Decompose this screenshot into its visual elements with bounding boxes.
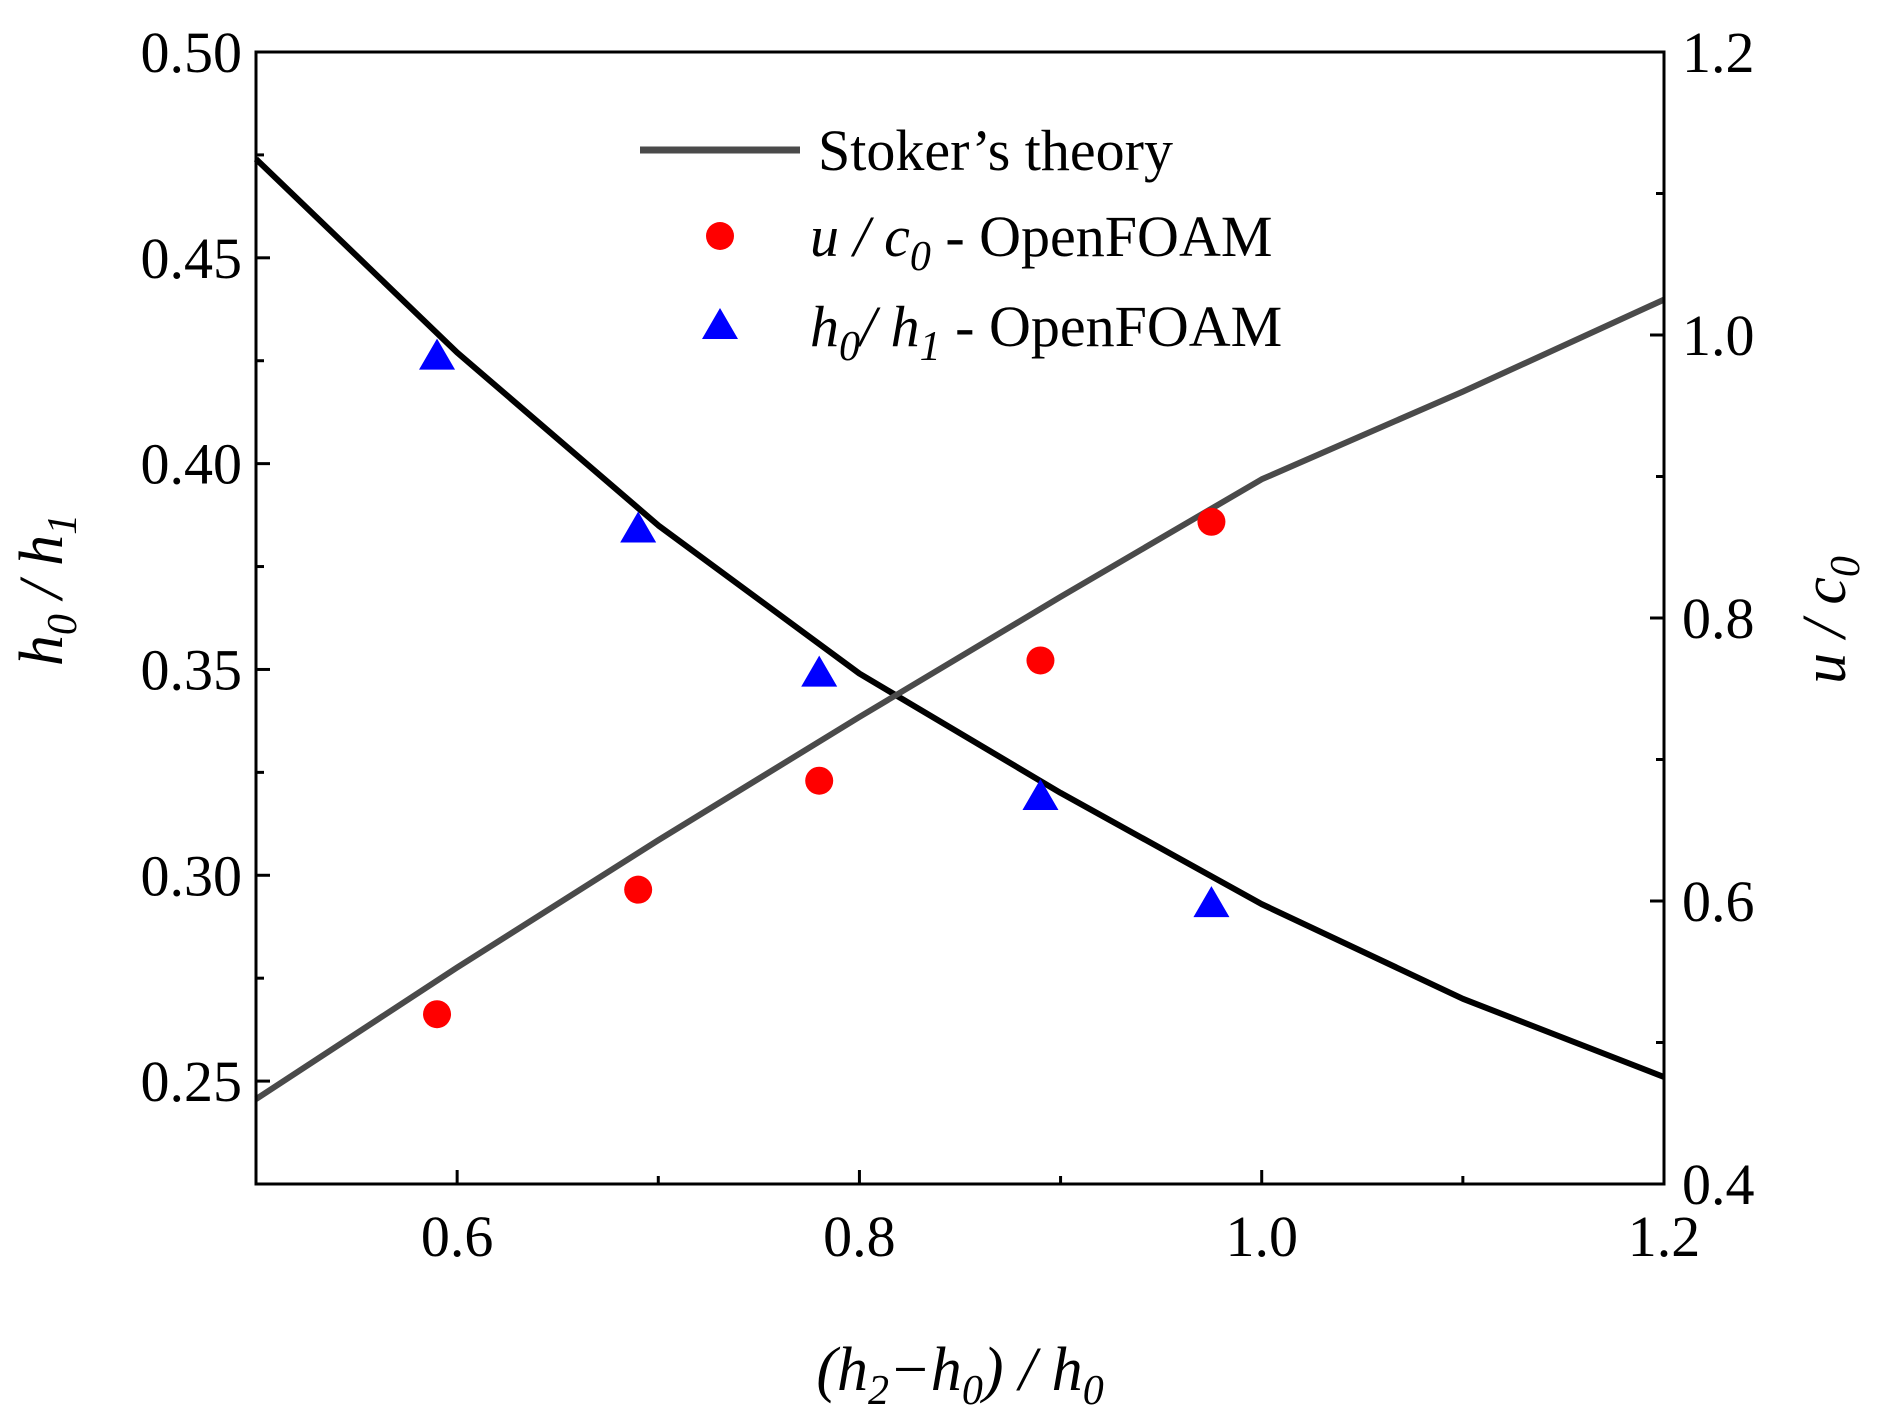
legend: Stoker’s theory u / c0 - OpenFOAM h0/ h1… xyxy=(640,118,1282,370)
plot-frame xyxy=(254,50,1666,1186)
y-left-tick-label-0.35: 0.35 xyxy=(141,637,243,702)
point-uc0-1 xyxy=(624,875,653,904)
y-axis-right-title: u / c0 xyxy=(1791,556,1869,684)
point-h0h1-2 xyxy=(801,655,838,687)
y-right-tick-label-1.0: 1.0 xyxy=(1682,303,1755,368)
x-tick-label-1.0: 1.0 xyxy=(1225,1204,1298,1269)
plot-area xyxy=(253,156,1666,1102)
point-h0h1-0 xyxy=(419,338,456,370)
x-tick-label-0.8: 0.8 xyxy=(823,1204,896,1269)
point-uc0-0 xyxy=(423,1000,452,1029)
y-left-tick-label-0.25: 0.25 xyxy=(141,1049,243,1114)
y-left-tick-label-0.30: 0.30 xyxy=(141,843,243,908)
y-right-tick-label-0.8: 0.8 xyxy=(1682,586,1755,651)
legend-marker-circle xyxy=(706,222,734,250)
y-right-tick-label-0.4: 0.4 xyxy=(1682,1152,1755,1217)
x-tick-label-0.6: 0.6 xyxy=(421,1204,494,1269)
legend-label-uc0: u / c0 - OpenFOAM xyxy=(810,204,1272,280)
y-left-tick-label-0.45: 0.45 xyxy=(141,226,243,291)
y-right-tick-label-1.2: 1.2 xyxy=(1682,20,1755,85)
point-uc0-3 xyxy=(1026,646,1055,675)
y-right-tick-label-0.6: 0.6 xyxy=(1682,869,1755,934)
point-h0h1-4 xyxy=(1193,886,1230,918)
legend-marker-triangle xyxy=(702,308,738,339)
point-uc0-4 xyxy=(1197,507,1226,536)
legend-label-theory: Stoker’s theory xyxy=(818,118,1173,183)
axis-ticks: 0.6 0.8 1.0 1.2 0.25 0.30 0.35 0.40 0.45 0.50 0.4 0… xyxy=(141,20,1755,1269)
legend-label-h0h1: h0/ h1 - OpenFOAM xyxy=(810,294,1282,370)
point-h0h1-3 xyxy=(1022,779,1059,811)
series-line-theory-uc0 xyxy=(254,296,1666,1102)
y-left-tick-label-0.50: 0.50 xyxy=(141,20,243,85)
point-uc0-2 xyxy=(805,766,834,795)
series-line-theory-h0h1 xyxy=(253,156,1666,1080)
point-h0h1-1 xyxy=(620,511,657,543)
y-left-tick-label-0.40: 0.40 xyxy=(141,432,243,497)
x-tick-label-1.2: 1.2 xyxy=(1628,1204,1701,1269)
y-axis-left-title: h0 / h1 xyxy=(8,514,86,666)
x-axis-title: (h2−h0) / h0 xyxy=(816,1336,1103,1414)
